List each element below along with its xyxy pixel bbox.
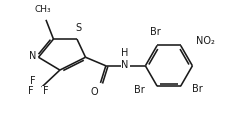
- Text: Br: Br: [150, 27, 160, 37]
- Text: F: F: [28, 86, 34, 96]
- Text: F: F: [43, 86, 49, 96]
- Text: Br: Br: [192, 84, 203, 94]
- Text: Br: Br: [134, 85, 144, 95]
- Text: F: F: [30, 76, 36, 86]
- Text: N: N: [29, 51, 36, 61]
- Text: N: N: [121, 60, 129, 70]
- Text: S: S: [75, 23, 81, 33]
- Text: H: H: [121, 48, 129, 58]
- Text: CH₃: CH₃: [34, 6, 51, 14]
- Text: NO₂: NO₂: [196, 36, 215, 46]
- Text: O: O: [90, 87, 98, 97]
